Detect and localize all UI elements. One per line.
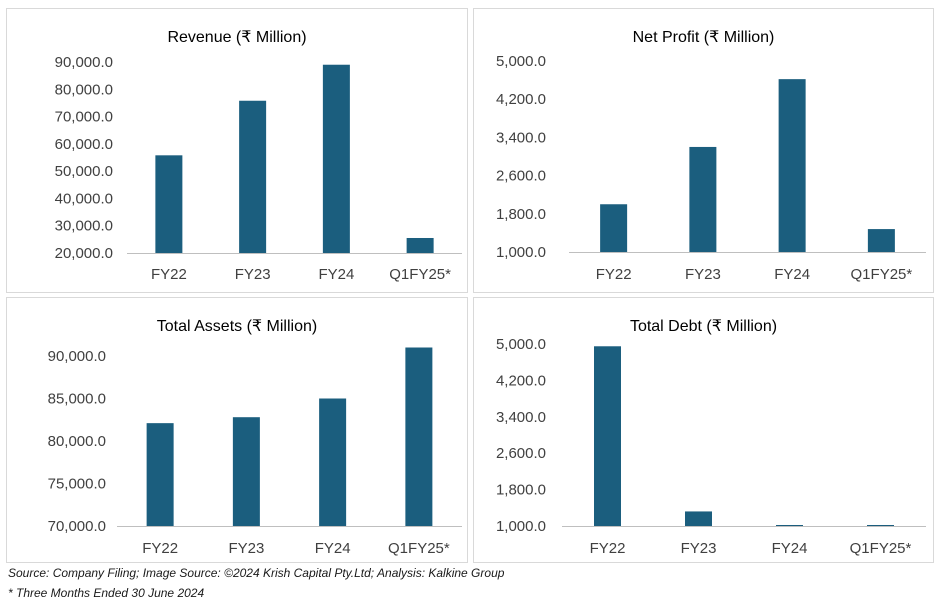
y-tick-label: 1,800.0 xyxy=(496,206,546,223)
y-tick-label: 4,200.0 xyxy=(496,91,546,108)
x-category-label: FY23 xyxy=(228,540,264,557)
net-profit-bar-fy23 xyxy=(689,146,717,252)
y-tick-label: 1,000.0 xyxy=(496,244,546,261)
revenue-chart-svg: Revenue (₹ Million) 20,000.0 30,000.0 40,00… xyxy=(55,29,462,283)
total-debt-chart-svg: Total Debt (₹ Million) 1,000.0 1,800.0 2,60… xyxy=(496,318,926,557)
net-profit-chart-svg: Net Profit (₹ Million) 1,000.0 1,800.0 2,60… xyxy=(496,29,926,283)
x-category-label: Q1FY25* xyxy=(851,266,913,283)
source-footnote: Source: Company Filing; Image Source: ©2… xyxy=(8,566,505,580)
total-assets-chart-title: Total Assets (₹ Million) xyxy=(157,318,317,335)
y-tick-label: 2,600.0 xyxy=(496,445,546,462)
x-category-label: Q1FY25* xyxy=(389,266,451,283)
total-assets-bar-q1fy25 xyxy=(405,347,433,526)
revenue-bar-q1fy25 xyxy=(406,237,434,253)
x-category-label: FY24 xyxy=(318,266,354,283)
y-tick-label: 75,000.0 xyxy=(48,476,106,493)
y-tick-label: 1,800.0 xyxy=(496,482,546,499)
x-category-label: Q1FY25* xyxy=(388,540,450,557)
net-profit-chart-panel: Net Profit (₹ Million) 1,000.0 1,800.0 2,60… xyxy=(473,8,934,293)
y-tick-label: 30,000.0 xyxy=(55,218,113,235)
y-tick-label: 20,000.0 xyxy=(55,245,113,262)
x-category-label: FY24 xyxy=(774,266,810,283)
total-debt-chart-panel: Total Debt (₹ Million) 1,000.0 1,800.0 2,60… xyxy=(473,297,934,563)
period-footnote: * Three Months Ended 30 June 2024 xyxy=(8,586,205,600)
y-tick-label: 90,000.0 xyxy=(48,348,106,365)
x-category-label: Q1FY25* xyxy=(850,540,912,557)
y-tick-label: 40,000.0 xyxy=(55,190,113,207)
x-category-label: FY23 xyxy=(681,540,717,557)
x-category-label: FY22 xyxy=(596,266,632,283)
y-tick-label: 60,000.0 xyxy=(55,136,113,153)
revenue-bar-fy22 xyxy=(155,155,183,253)
y-tick-label: 70,000.0 xyxy=(55,109,113,126)
x-category-label: FY24 xyxy=(315,540,351,557)
total-debt-bar-fy24 xyxy=(776,525,803,526)
total-assets-bar-fy23 xyxy=(232,417,260,526)
y-tick-label: 80,000.0 xyxy=(48,433,106,450)
total-debt-chart-title: Total Debt (₹ Million) xyxy=(630,318,777,335)
y-tick-label: 85,000.0 xyxy=(48,391,106,408)
net-profit-bar-q1fy25 xyxy=(867,229,895,252)
y-tick-label: 2,600.0 xyxy=(496,168,546,185)
x-category-label: FY22 xyxy=(590,540,626,557)
total-assets-bar-fy22 xyxy=(146,423,174,526)
y-tick-label: 3,400.0 xyxy=(496,129,546,146)
y-tick-label: 90,000.0 xyxy=(55,54,113,71)
total-debt-bar-fy22 xyxy=(594,346,621,526)
revenue-bar-fy23 xyxy=(239,100,267,253)
total-debt-bar-q1fy25 xyxy=(867,525,894,526)
y-tick-label: 3,400.0 xyxy=(496,409,546,426)
y-tick-label: 70,000.0 xyxy=(48,518,106,535)
y-tick-label: 1,000.0 xyxy=(496,518,546,535)
revenue-bar-fy24 xyxy=(322,64,350,253)
x-category-label: FY23 xyxy=(685,266,721,283)
total-assets-chart-panel: Total Assets (₹ Million) 70,000.0 75,000.0… xyxy=(6,297,468,563)
revenue-chart-title: Revenue (₹ Million) xyxy=(167,29,306,46)
y-tick-label: 4,200.0 xyxy=(496,372,546,389)
revenue-chart-panel: Revenue (₹ Million) 20,000.0 30,000.0 40,00… xyxy=(6,8,468,293)
y-tick-label: 5,000.0 xyxy=(496,53,546,70)
total-assets-bar-fy24 xyxy=(319,398,347,526)
x-category-label: FY23 xyxy=(235,266,271,283)
y-tick-label: 80,000.0 xyxy=(55,81,113,98)
net-profit-bar-fy22 xyxy=(600,204,628,252)
total-debt-bar-fy23 xyxy=(685,511,712,526)
net-profit-chart-title: Net Profit (₹ Million) xyxy=(633,29,775,46)
x-category-label: FY22 xyxy=(142,540,178,557)
y-tick-label: 50,000.0 xyxy=(55,163,113,180)
y-tick-label: 5,000.0 xyxy=(496,336,546,353)
total-assets-chart-svg: Total Assets (₹ Million) 70,000.0 75,000.0… xyxy=(48,318,462,557)
net-profit-bar-fy24 xyxy=(778,79,806,253)
x-category-label: FY22 xyxy=(151,266,187,283)
x-category-label: FY24 xyxy=(772,540,808,557)
